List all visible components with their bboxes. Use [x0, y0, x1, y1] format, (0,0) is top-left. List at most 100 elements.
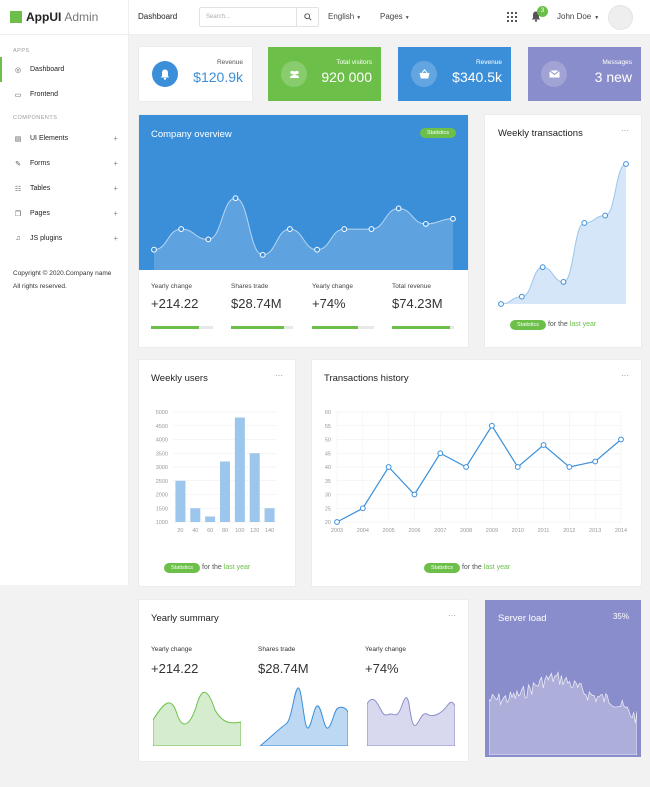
sidebar: AppUI Admin APPS ◎ Dashboard ▭ Frontend COM…	[0, 0, 129, 585]
last-year-link[interactable]: last year	[223, 564, 251, 571]
sidebar-item-label: Pages	[30, 210, 50, 217]
search-button[interactable]	[296, 8, 318, 26]
y-tick-label: 1000	[156, 520, 168, 526]
x-tick-label: 80	[222, 528, 228, 534]
kpi-total-revenue: Total revenue $74.23M	[392, 283, 454, 329]
expand-icon[interactable]: +	[113, 209, 118, 218]
stat-label: Total visitors	[336, 59, 372, 66]
expand-icon[interactable]: +	[113, 134, 118, 143]
kpi-progress-fill	[231, 326, 284, 329]
x-tick-label: 2007	[434, 528, 446, 534]
stat-card-visitors[interactable]: Total visitors 920 000	[268, 47, 381, 101]
sidebar-item-label: UI Elements	[30, 135, 69, 142]
for-text: for the	[201, 564, 222, 571]
app-logo[interactable]: AppUI Admin	[0, 0, 128, 35]
sidebar-item-tables[interactable]: ☷ Tables +	[0, 176, 128, 201]
gauge-icon: ◎	[14, 66, 22, 74]
x-tick-label: 2004	[357, 528, 369, 534]
sidebar-item-label: JS plugins	[30, 235, 63, 242]
kpi-progress-fill	[312, 326, 358, 329]
kpi-label: Yearly change	[151, 283, 192, 290]
kpi-yearly-change: Yearly change +214.22	[151, 283, 213, 329]
more-icon[interactable]: ···	[448, 611, 456, 620]
sidebar-item-ui-elements[interactable]: ▤ UI Elements +	[0, 126, 128, 151]
transactions-point	[581, 220, 588, 226]
for-text: for the	[461, 564, 482, 571]
statistics-badge[interactable]: Statistics	[424, 563, 461, 573]
pages-dropdown[interactable]: Pages ▼	[380, 12, 410, 21]
transactions-point	[560, 278, 567, 285]
kpi-value: +214.22	[151, 296, 199, 311]
stat-card-revenue-2[interactable]: Revenue $340.5k	[398, 47, 511, 101]
y-tick-label: 50	[325, 438, 331, 444]
summary-shares-trade: Shares trade $28.74M	[258, 646, 309, 676]
edit-icon: ✎	[15, 160, 21, 168]
more-icon[interactable]: ···	[621, 126, 629, 135]
more-icon[interactable]: ···	[621, 371, 629, 380]
search-box[interactable]: Search...	[199, 7, 319, 27]
doc-icon: ▤	[14, 135, 22, 143]
card-title: Weekly users	[151, 373, 208, 384]
last-year-link[interactable]: last year	[483, 564, 511, 571]
history-point	[411, 491, 418, 498]
weekly-users-card: Weekly users ··· 5000 4500 4000 3500 3000 250…	[139, 360, 295, 586]
kpi-progress-fill	[392, 326, 451, 329]
sidebar-item-pages[interactable]: ❐ Pages +	[0, 201, 128, 226]
transactions-point	[498, 301, 504, 307]
y-tick-label: 25	[325, 506, 331, 512]
x-tick-label: 2011	[538, 528, 550, 534]
copyright: Copyright © 2020.Company name All rights…	[13, 270, 112, 290]
overview-area	[154, 198, 453, 270]
pages-icon: ❐	[14, 210, 22, 218]
stat-card-revenue[interactable]: Revenue $120.9k	[139, 47, 252, 101]
statistics-badge[interactable]: Statistics	[510, 320, 547, 330]
expand-icon[interactable]: +	[113, 234, 118, 243]
sidebar-item-frontend[interactable]: ▭ Frontend	[0, 82, 128, 107]
expand-icon[interactable]: +	[113, 159, 118, 168]
y-tick-label: 2500	[156, 479, 168, 485]
user-menu[interactable]: John Doe ▼	[557, 12, 599, 21]
statistics-badge[interactable]: Statistics	[419, 128, 456, 138]
kpi-progress	[392, 326, 454, 329]
statistics-badge[interactable]: Statistics	[164, 563, 201, 573]
bell-icon	[152, 61, 178, 87]
avatar[interactable]	[608, 5, 633, 30]
caret-down-icon: ▼	[404, 15, 410, 21]
last-year-link[interactable]: last year	[569, 321, 597, 328]
x-tick-label: 140	[265, 528, 274, 534]
y-tick-label: 30	[325, 493, 331, 499]
sidebar-item-js-plugins[interactable]: ♫ JS plugins +	[0, 226, 128, 251]
x-tick-label: 2010	[512, 528, 524, 534]
language-dropdown[interactable]: English ▼	[328, 12, 361, 21]
card-title: Company overview	[151, 129, 232, 140]
statistics-footer: Statistics for the last year	[424, 563, 510, 573]
history-point	[566, 464, 573, 470]
search-input[interactable]: Search...	[206, 14, 231, 20]
plugin-icon: ♫	[15, 235, 21, 242]
history-point	[514, 464, 521, 470]
kpi-label: Yearly change	[312, 283, 353, 290]
sidebar-item-dashboard[interactable]: ◎ Dashboard	[0, 57, 128, 82]
sidebar-item-forms[interactable]: ✎ Forms +	[0, 151, 128, 176]
history-point	[463, 464, 469, 470]
transactions-area	[501, 164, 626, 304]
x-tick-label: 2013	[589, 528, 601, 534]
weekly-users-bar-chart: 5000 4500 4000 3500 3000 2500 2000 1500 1000 20 40…	[156, 410, 277, 534]
history-point	[359, 505, 366, 512]
users-icon	[281, 61, 307, 87]
summary-sparkline-blue	[260, 687, 348, 746]
more-icon[interactable]: ···	[275, 371, 283, 380]
apps-grid-icon[interactable]	[507, 12, 517, 22]
stat-card-messages[interactable]: Messages 3 new	[528, 47, 641, 101]
history-point	[334, 519, 340, 525]
topbar: Dashboard Search... English ▼ Pages ▼ 3 Jo…	[129, 0, 650, 35]
stat-label: Revenue	[216, 59, 243, 66]
statistics-footer: Statistics for the last year	[164, 563, 250, 573]
y-tick-label: 5000	[156, 410, 168, 416]
overview-point	[178, 226, 185, 232]
expand-icon[interactable]: +	[113, 184, 118, 193]
for-text: for the	[547, 321, 568, 328]
history-point	[618, 436, 624, 443]
kpi-progress	[312, 326, 374, 329]
